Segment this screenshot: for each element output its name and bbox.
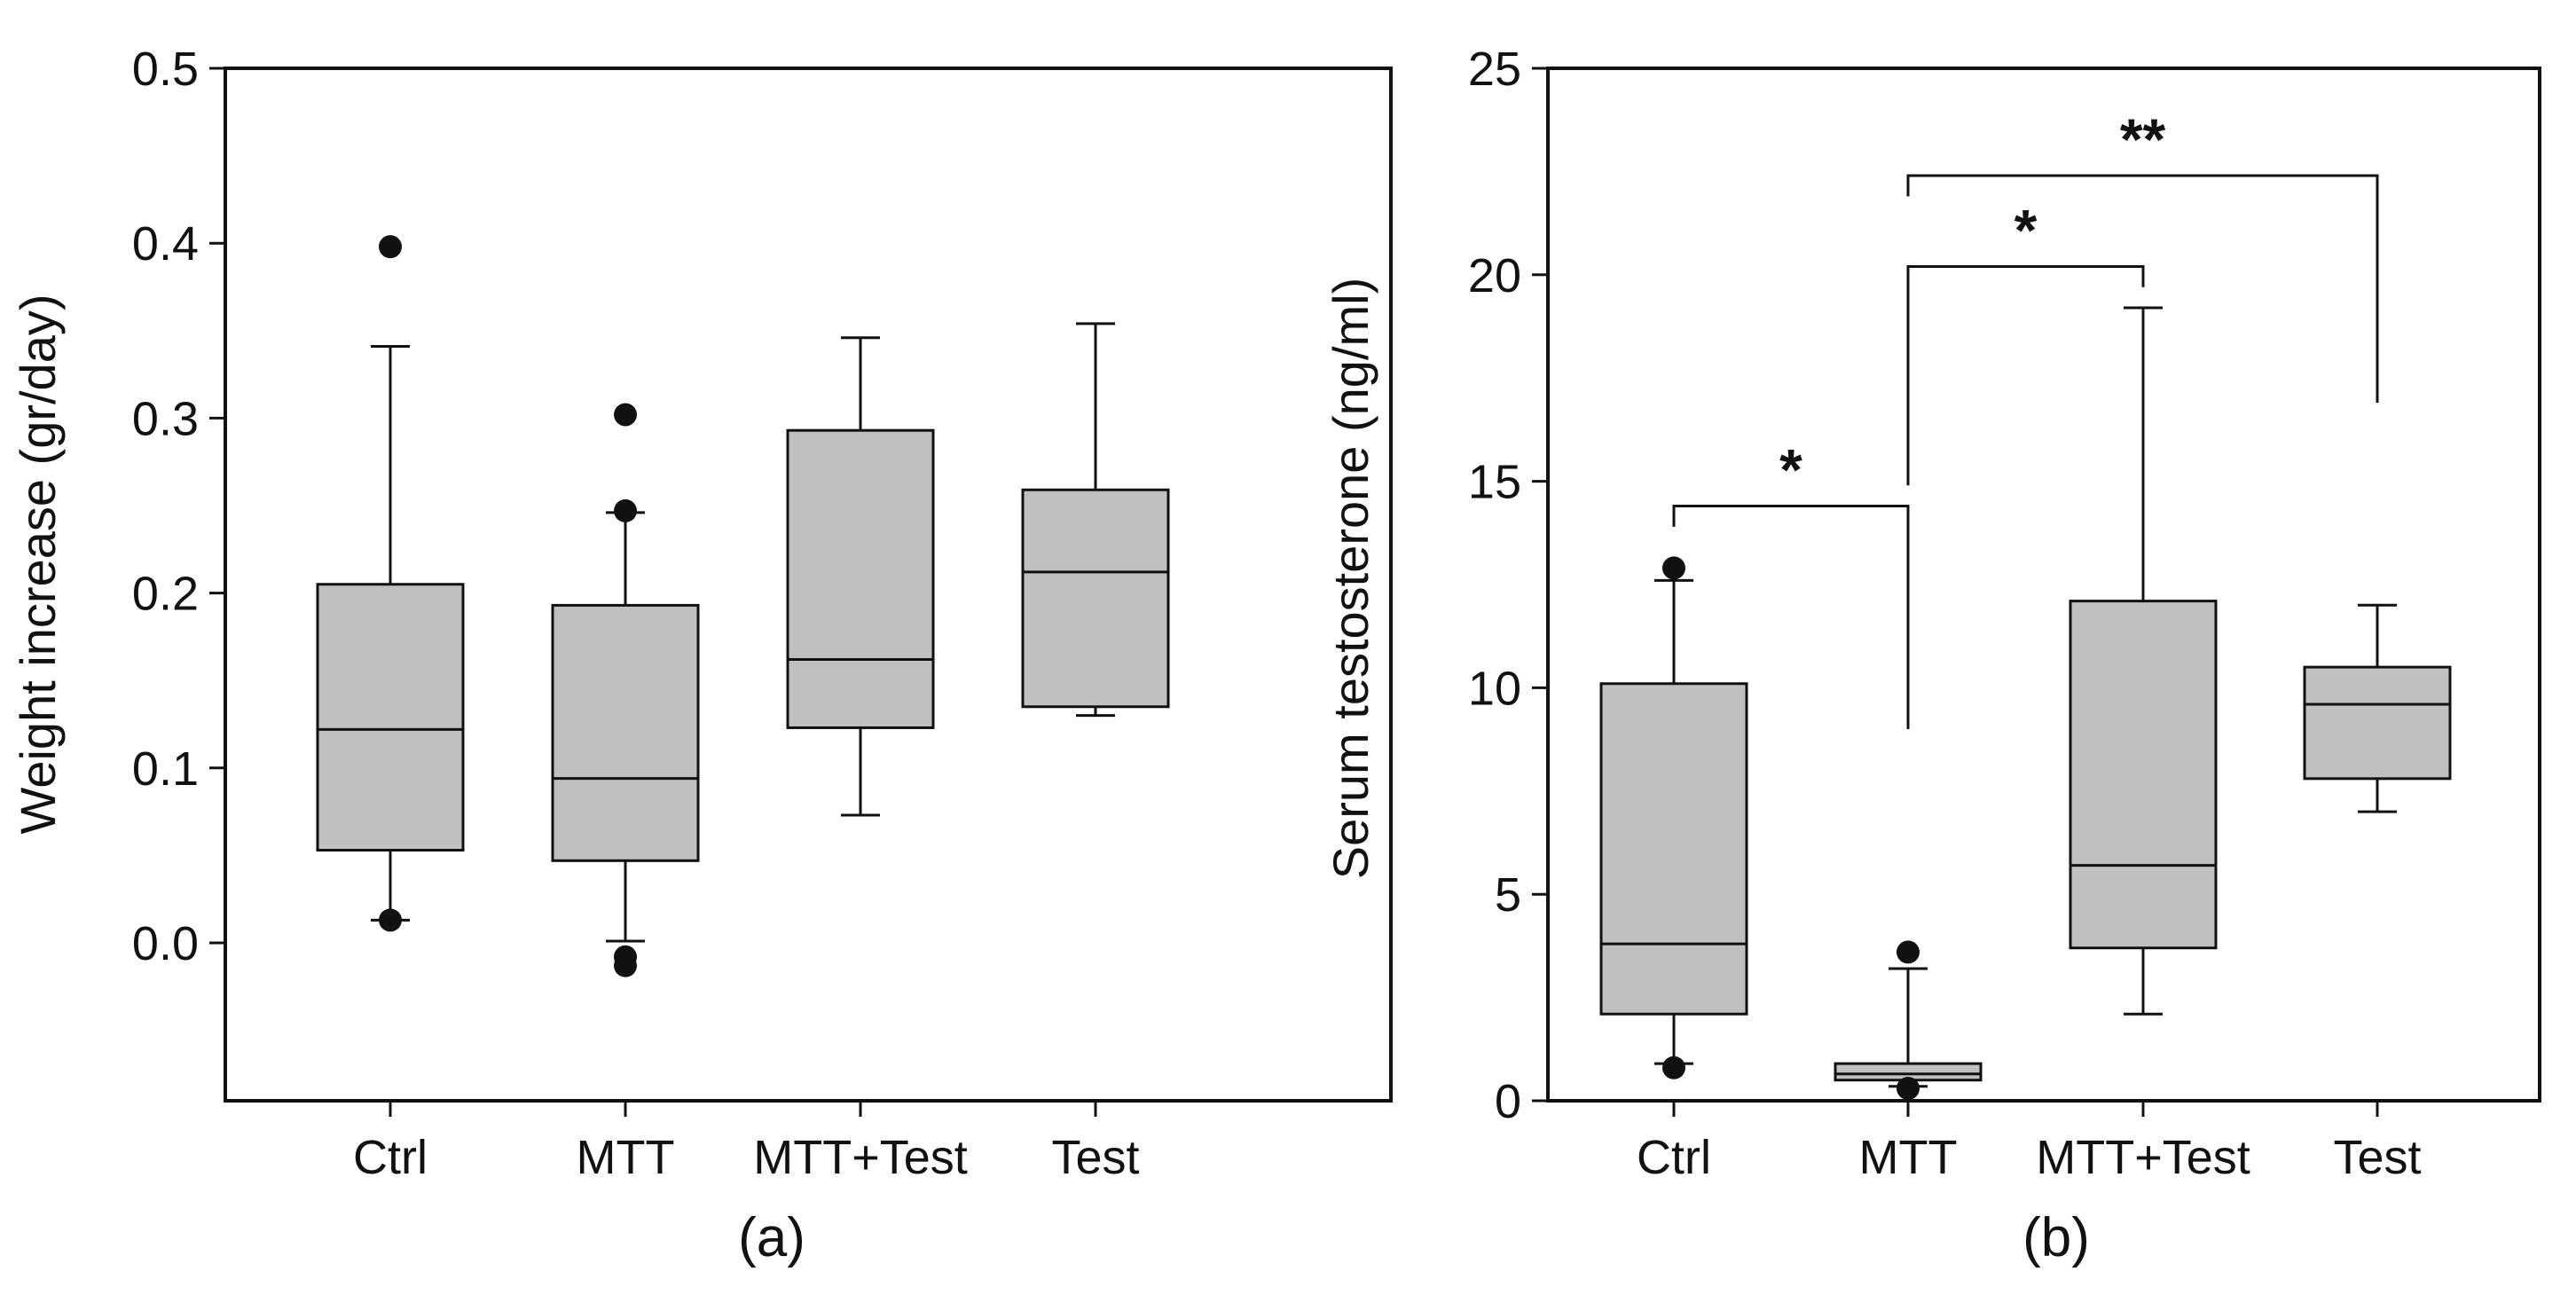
boxes-b	[1599, 306, 2452, 1101]
plot-frame-a	[224, 67, 1393, 1103]
y-axis-a: 0.0 0.1 0.2 0.3 0.4 0.5	[132, 43, 225, 970]
significance-label: *	[2014, 197, 2038, 263]
box-mtt	[551, 403, 700, 977]
significance-brackets: ****	[1672, 106, 2379, 729]
outlier-point	[614, 403, 637, 427]
outlier-point	[1897, 940, 1920, 964]
x-tick-label: MTT+Test	[2036, 1131, 2250, 1184]
y-tick-label: 0.4	[132, 217, 199, 271]
outlier-point	[1897, 1077, 1920, 1101]
y-tick-label: 0.0	[132, 917, 199, 970]
box-iqr	[316, 583, 465, 852]
outlier-point	[614, 954, 637, 977]
panel-label-a: (a)	[738, 1207, 805, 1268]
outlier-point	[1662, 1056, 1685, 1079]
y-tick-label: 0.2	[132, 568, 199, 621]
significance-bracket: *	[1906, 197, 2145, 486]
panel-label-b: (b)	[2022, 1207, 2090, 1268]
y-tick-label: 15	[1468, 456, 1521, 509]
significance-bracket: **	[1906, 106, 2379, 404]
x-tick-label: Ctrl	[1637, 1131, 1711, 1184]
significance-label: *	[1779, 437, 1802, 503]
y-tick-label: 10	[1468, 662, 1521, 715]
box-ctrl	[316, 235, 465, 932]
x-tick-label: Ctrl	[353, 1131, 428, 1184]
y-tick-label: 25	[1468, 43, 1521, 96]
x-tick-label: Test	[2333, 1131, 2421, 1184]
box-mtt-test	[2069, 306, 2218, 1016]
x-tick-label: MTT	[577, 1131, 675, 1184]
y-axis-label-a: Weight increase (gr/day)	[10, 294, 66, 835]
significance-bracket: *	[1672, 437, 1910, 729]
box-iqr	[2069, 600, 2218, 950]
box-iqr	[551, 603, 700, 862]
box-mtt-test	[786, 336, 935, 817]
bracket-line	[1672, 505, 1910, 729]
outlier-point	[1662, 556, 1685, 580]
y-axis-b: 0 5 10 15 20 25	[1468, 43, 1548, 1128]
y-axis-label-b: Serum testosterone (ng/ml)	[1323, 278, 1378, 879]
panel-a: 0.0 0.1 0.2 0.3 0.4 0.5 Ctrl MTT MTT+Test Test W…	[10, 43, 1393, 1268]
box-iqr	[1021, 488, 1170, 709]
box-iqr	[2303, 665, 2452, 781]
box-test	[2303, 603, 2452, 813]
box-iqr	[786, 428, 935, 729]
box-ctrl	[1599, 556, 1748, 1079]
y-tick-label: 0.1	[132, 742, 199, 796]
y-tick-label: 0.5	[132, 43, 199, 96]
outlier-point	[614, 498, 637, 522]
significance-label: **	[2120, 106, 2166, 172]
x-axis-b: Ctrl MTT MTT+Test Test	[1637, 1101, 2422, 1184]
y-tick-label: 0	[1495, 1075, 1521, 1128]
x-axis-a: Ctrl MTT MTT+Test Test	[353, 1101, 1140, 1184]
y-tick-label: 20	[1468, 249, 1521, 302]
y-tick-label: 5	[1495, 868, 1521, 922]
x-tick-label: MTT	[1859, 1131, 1958, 1184]
x-tick-label: MTT+Test	[753, 1131, 968, 1184]
x-tick-label: Test	[1051, 1131, 1139, 1184]
box-mtt	[1834, 940, 1983, 1101]
y-tick-label: 0.3	[132, 392, 199, 445]
boxes-a	[316, 235, 1170, 977]
bracket-line	[1906, 174, 2379, 404]
outlier-point	[379, 235, 402, 259]
plot-frame-b	[1546, 67, 2541, 1103]
box-test	[1021, 322, 1170, 718]
outlier-point	[379, 908, 402, 932]
box-iqr	[1599, 682, 1748, 1016]
bracket-line	[1906, 264, 2145, 486]
